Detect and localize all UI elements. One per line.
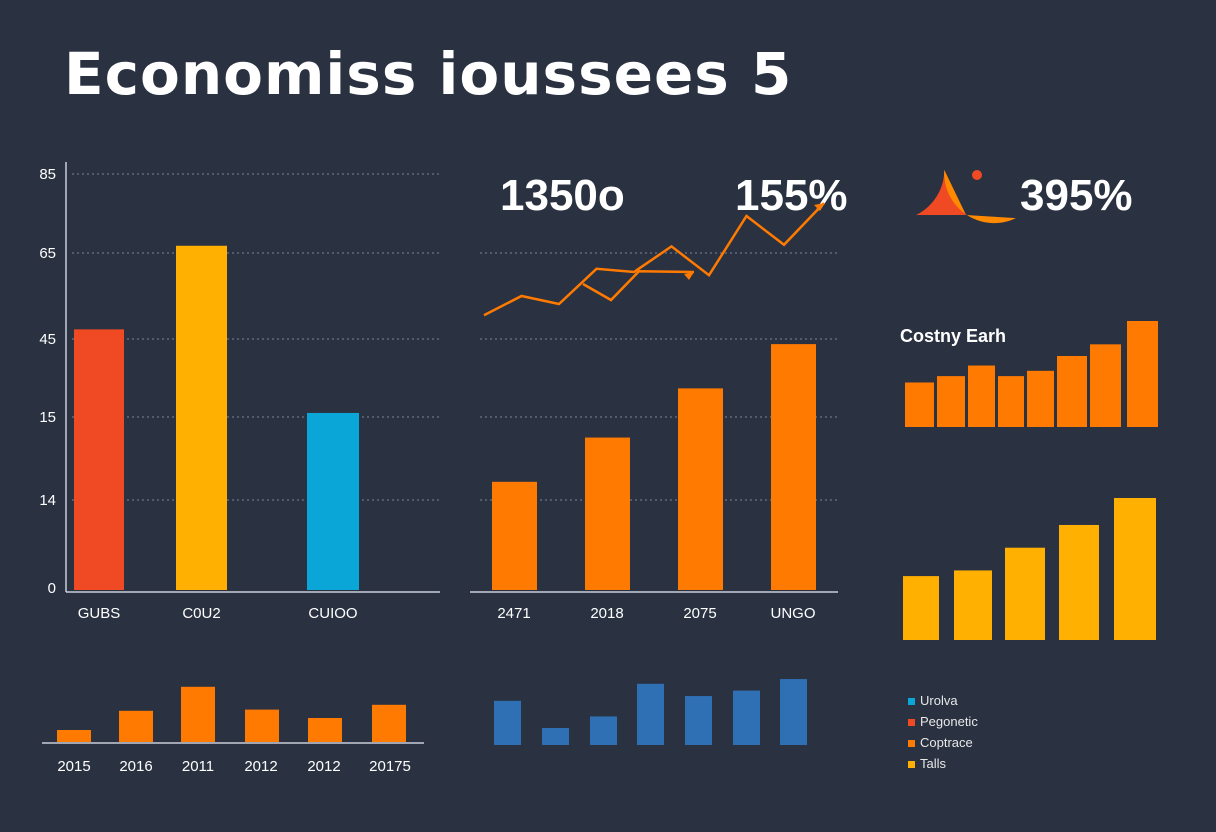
bottom-blue-bar bbox=[542, 728, 569, 745]
legend-swatch bbox=[908, 761, 915, 768]
y-tick-label: 45 bbox=[39, 331, 56, 348]
legend-swatch bbox=[908, 740, 915, 747]
x-tick-label: 2016 bbox=[119, 758, 152, 775]
costny-bar bbox=[998, 376, 1024, 427]
trend-line-secondary-arrow bbox=[684, 272, 694, 280]
x-tick-label: 2075 bbox=[683, 605, 716, 622]
main-bar bbox=[307, 412, 359, 590]
trend-line-arrow bbox=[814, 203, 824, 211]
bottom-blue-bar bbox=[733, 690, 760, 745]
amber-bar bbox=[1059, 524, 1099, 640]
costny-bar bbox=[1090, 344, 1121, 427]
x-tick-label: UNGO bbox=[771, 605, 816, 622]
pie-marker bbox=[972, 170, 982, 180]
bottom-orange-bar bbox=[119, 710, 153, 742]
bottom-blue-bar bbox=[494, 700, 521, 745]
x-tick-label: 2471 bbox=[497, 605, 530, 622]
x-tick-label: CUIOO bbox=[308, 605, 357, 622]
chart-title: Costny Earh bbox=[900, 326, 1006, 346]
trend-line-secondary bbox=[582, 269, 695, 302]
legend-swatch bbox=[908, 698, 915, 705]
x-tick-label: 2015 bbox=[57, 758, 90, 775]
annotation-value: 1350o bbox=[500, 171, 625, 220]
legend-swatch bbox=[908, 719, 915, 726]
trend-bar bbox=[771, 344, 816, 590]
x-tick-label: 2018 bbox=[590, 605, 623, 622]
costny-bar bbox=[937, 376, 965, 427]
bottom-blue-bar bbox=[637, 683, 664, 745]
amber-bar bbox=[1114, 498, 1156, 640]
bottom-orange-bar bbox=[245, 709, 279, 742]
trend-bar bbox=[492, 481, 537, 590]
annotation-value: 395% bbox=[1020, 171, 1133, 220]
y-tick-label: 15 bbox=[39, 409, 56, 426]
x-tick-label: GUBS bbox=[78, 605, 121, 622]
pie-slice bbox=[944, 169, 1016, 224]
amber-bar bbox=[1005, 547, 1045, 640]
bottom-orange-bar bbox=[308, 718, 342, 742]
costny-bar bbox=[968, 365, 995, 427]
x-tick-label: 2012 bbox=[307, 758, 340, 775]
bottom-blue-bar bbox=[780, 679, 807, 745]
y-tick-label: 0 bbox=[48, 580, 56, 597]
costny-bar bbox=[905, 382, 934, 427]
annotation-value: 155% bbox=[735, 171, 848, 220]
x-tick-label: 2012 bbox=[244, 758, 277, 775]
bottom-orange-bar bbox=[57, 730, 91, 742]
main-bar bbox=[74, 329, 124, 590]
pie-slice bbox=[916, 169, 966, 215]
legend-label: Coptrace bbox=[920, 735, 973, 750]
trend-bar bbox=[585, 437, 630, 590]
bottom-orange-bar bbox=[372, 704, 406, 742]
bottom-blue-bar bbox=[590, 716, 617, 745]
amber-bar bbox=[954, 570, 992, 640]
y-tick-label: 65 bbox=[39, 245, 56, 262]
legend-label: Pegonetic bbox=[920, 714, 978, 729]
x-tick-label: 2011 bbox=[182, 758, 214, 775]
main-bar bbox=[176, 245, 227, 590]
y-tick-label: 14 bbox=[39, 492, 56, 509]
page-title: Economiss ioussees 5 bbox=[64, 40, 793, 108]
costny-bar bbox=[1057, 355, 1087, 427]
bottom-blue-bar bbox=[685, 696, 712, 745]
bottom-orange-bar bbox=[181, 686, 215, 742]
y-tick-label: 85 bbox=[39, 166, 56, 183]
amber-bar bbox=[903, 576, 939, 640]
x-tick-label: 20175 bbox=[369, 758, 411, 775]
costny-bar bbox=[1027, 370, 1054, 427]
x-tick-label: C0U2 bbox=[182, 605, 220, 622]
legend-label: Talls bbox=[920, 756, 947, 771]
costny-bar bbox=[1127, 321, 1158, 427]
trend-line bbox=[483, 202, 825, 317]
trend-bar bbox=[678, 388, 723, 590]
legend-label: Urolva bbox=[920, 693, 958, 708]
